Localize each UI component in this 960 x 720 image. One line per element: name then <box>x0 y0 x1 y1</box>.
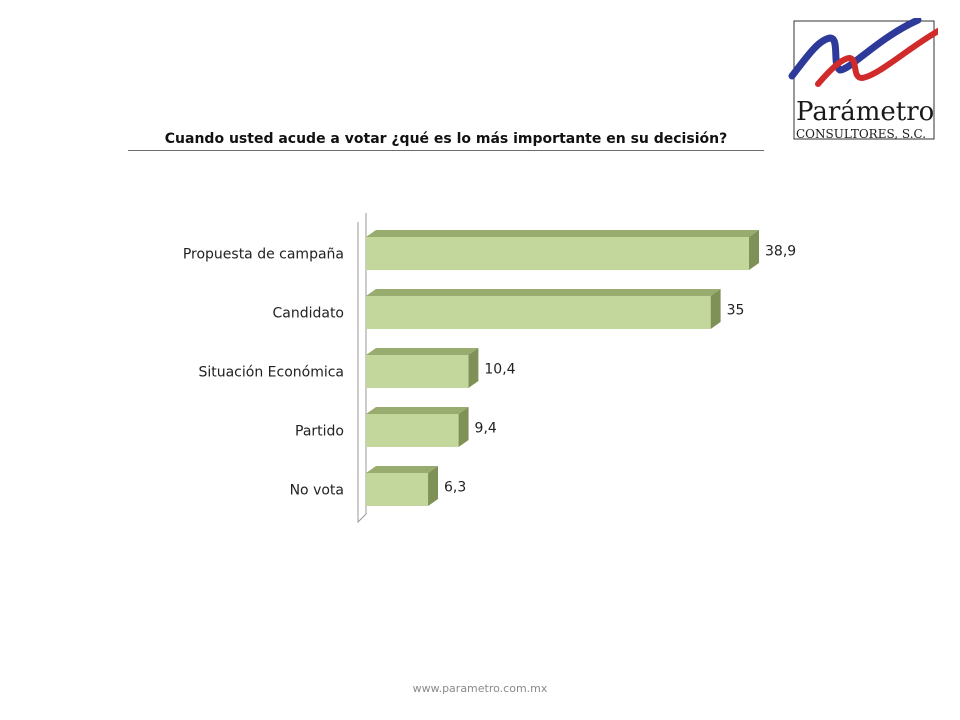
data-label: 38,9 <box>765 244 796 260</box>
bar-top <box>366 466 439 473</box>
data-label: 35 <box>727 303 745 319</box>
bar-top <box>366 230 760 237</box>
bar-side <box>710 289 721 329</box>
bar-side <box>468 348 479 388</box>
category-label: No vota <box>290 483 344 499</box>
category-label: Partido <box>295 424 344 440</box>
logo-name: Parámetro <box>796 97 934 127</box>
bar-top <box>366 407 469 414</box>
data-label: 10,4 <box>484 362 515 378</box>
bar <box>366 237 750 270</box>
footer-url: www.parametro.com.mx <box>412 682 548 695</box>
category-label: Propuesta de campaña <box>183 247 344 263</box>
bar-side <box>428 466 439 506</box>
category-label: Candidato <box>272 306 344 322</box>
logo-tagline: Consultores, S.C. <box>796 127 926 141</box>
bar <box>366 296 711 329</box>
category-label: Situación Económica <box>198 365 344 381</box>
bar <box>366 355 469 388</box>
bar <box>366 473 429 506</box>
bar-top <box>366 348 479 355</box>
axis-wall <box>357 213 367 524</box>
bar <box>366 414 459 447</box>
data-label: 9,4 <box>475 421 497 437</box>
bar-side <box>749 230 760 270</box>
data-label: 6,3 <box>444 480 466 496</box>
parametro-logo: Parámetro Consultores, S.C. <box>788 16 943 146</box>
parametro-logo-mark: Parámetro Consultores, S.C. <box>788 16 943 141</box>
bar-top <box>366 289 721 296</box>
chart-title: Cuando usted acude a votar ¿qué es lo má… <box>128 131 764 151</box>
bar-side <box>458 407 469 447</box>
